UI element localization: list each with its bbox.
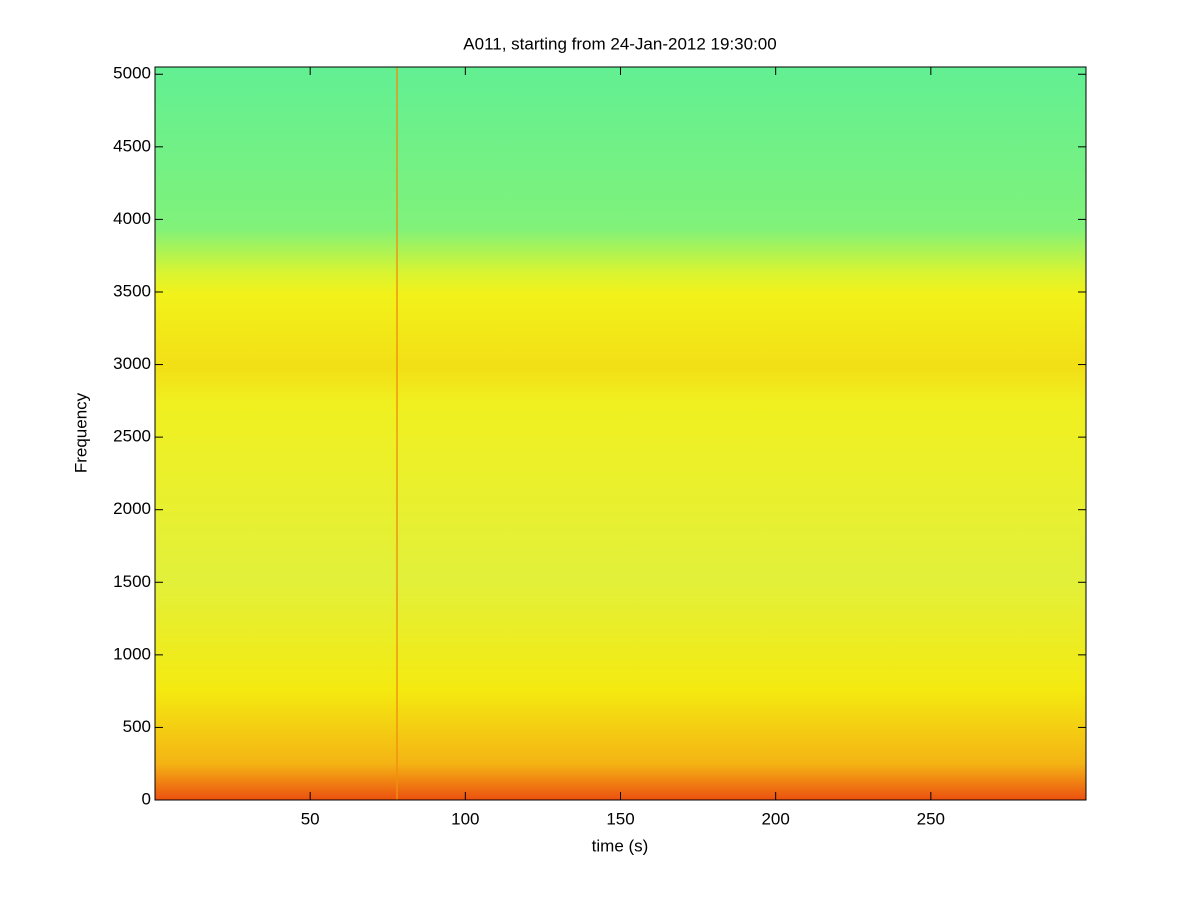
spectrogram-image: [155, 67, 1086, 800]
x-axis-label: time (s): [592, 836, 649, 855]
x-tick-label: 200: [761, 809, 789, 828]
spectrogram-streak: [396, 67, 398, 800]
y-tick-label: 4500: [113, 136, 151, 155]
y-tick-label: 5000: [113, 64, 151, 83]
y-tick-label: 4000: [113, 209, 151, 228]
x-tick-label: 250: [917, 809, 945, 828]
y-tick-label: 3500: [113, 281, 151, 300]
chart-title: A011, starting from 24-Jan-2012 19:30:00: [463, 34, 776, 53]
y-tick-label: 1500: [113, 572, 151, 591]
x-tick-label: 50: [301, 809, 320, 828]
x-tick-label: 150: [606, 809, 634, 828]
x-tick-label: 100: [451, 809, 479, 828]
y-axis-label: Frequency: [71, 392, 90, 473]
y-tick-label: 2000: [113, 499, 151, 518]
y-tick-label: 3000: [113, 354, 151, 373]
y-tick-label: 0: [142, 789, 151, 808]
y-tick-label: 1000: [113, 644, 151, 663]
y-tick-label: 2500: [113, 427, 151, 446]
y-tick-label: 500: [123, 717, 151, 736]
